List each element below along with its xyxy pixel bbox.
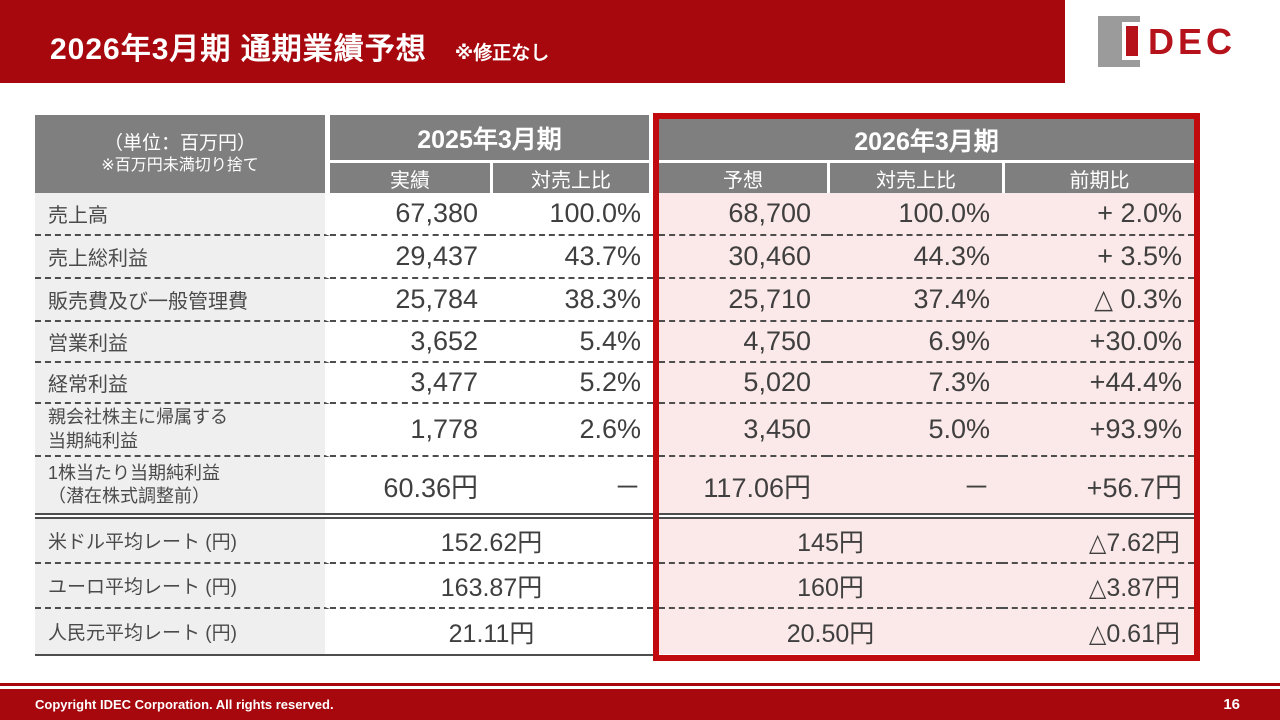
actual-ratio-cell: 5.2%: [490, 363, 653, 404]
fx-actual-cell: 152.62円: [330, 519, 653, 564]
fx-yoy-cell: △0.61円: [1002, 609, 1194, 654]
fx-forecast-cell: 145円: [659, 519, 1002, 564]
idec-logo: DEC: [1065, 0, 1280, 83]
unit-note-line: ※百万円未満切り捨て: [101, 157, 259, 175]
actual-value-cell: 1,778: [330, 404, 490, 457]
forecast-value-cell: 117.06円: [659, 457, 827, 513]
row-label: 売上高: [35, 193, 330, 236]
actual-value-cell: 67,380: [330, 193, 490, 236]
copyright-text: Copyright IDEC Corporation. All rights r…: [35, 697, 334, 712]
page-title: 2026年3月期 通期業績予想: [50, 33, 427, 66]
forecast-value-cell: 5,020: [659, 363, 827, 404]
actual-value-cell: 25,784: [330, 279, 490, 322]
row-label-text: 売上高: [48, 205, 108, 227]
logo-i-bar: [1122, 22, 1142, 60]
actual-ratio-cell: 43.7%: [490, 236, 653, 279]
row-label: 販売費及び一般管理費: [35, 279, 330, 322]
logo-text: DEC: [1148, 20, 1237, 62]
col-header-forecast: 予想: [659, 163, 827, 193]
row-label: 売上総利益: [35, 236, 330, 279]
row-label: 営業利益: [35, 322, 330, 363]
actual-value-cell: 3,477: [330, 363, 490, 404]
yoy-cell: + 2.0%: [1002, 193, 1194, 236]
actual-ratio-cell: －: [614, 472, 641, 503]
footer-bar: Copyright IDEC Corporation. All rights r…: [0, 689, 1280, 720]
col-header-ratio-forecast: 対売上比: [827, 163, 1002, 193]
row-label-text: 売上総利益: [48, 248, 148, 270]
row-label-text: 1株当たり当期純利益 （潜在株式調整前）: [48, 462, 221, 506]
actual-value-cell: 3,652: [330, 322, 490, 363]
row-label-text: 親会社株主に帰属する 当期純利益: [48, 407, 228, 451]
fx-table-forecast: 145円 △7.62円 160円 △3.87円 20.50円 △0.61円: [659, 517, 1194, 654]
results-table-forecast: 2026年3月期 予想 対売上比 前期比 68,700 100.0% + 2.0% 30,46…: [659, 119, 1194, 515]
fx-table-left: 米ドル平均レート (円) 152.62円 ユーロ平均レート (円) 163.87円 人民…: [35, 517, 653, 656]
fx-forecast-cell: 160円: [659, 564, 1002, 609]
actual-ratio-cell: 38.3%: [490, 279, 653, 322]
fx-forecast-cell: 20.50円: [659, 609, 1002, 654]
yoy-cell: +93.9%: [1002, 404, 1194, 457]
yoy-cell: +44.4%: [1002, 363, 1194, 404]
yoy-cell: +56.7円: [1002, 457, 1194, 513]
row-label: 1株当たり当期純利益 （潜在株式調整前）: [35, 457, 330, 513]
actual-value-cell: 29,437: [330, 236, 490, 279]
col-header-actual: 実績: [330, 163, 490, 193]
actual-ratio-cell: 2.6%: [490, 404, 653, 457]
actual-ratio-cell: 100.0%: [490, 193, 653, 236]
fx-actual-cell: 21.11円: [448, 619, 535, 648]
results-table-left: （単位：百万円） ※百万円未満切り捨て 2025年3月期 実績 対売上比売上高 67,38…: [35, 115, 653, 515]
yoy-cell: △ 0.3%: [1002, 279, 1194, 322]
footer-divider-line: [0, 683, 1280, 686]
forecast-ratio-cell: －: [827, 457, 1002, 513]
page-number: 16: [1223, 696, 1240, 713]
forecast-ratio-cell: 7.3%: [827, 363, 1002, 404]
row-label-text: 経常利益: [48, 374, 128, 396]
row-label: 親会社株主に帰属する 当期純利益: [35, 404, 330, 457]
forecast-value-cell: 4,750: [659, 322, 827, 363]
fx-row-label: 人民元平均レート (円): [35, 609, 330, 654]
forecast-ratio-cell: 44.3%: [827, 236, 1002, 279]
col-header-ratio-actual: 対売上比: [490, 163, 653, 193]
row-label-text: 販売費及び一般管理費: [48, 291, 248, 313]
forecast-ratio-cell: 5.0%: [827, 404, 1002, 457]
fx-yoy-cell: △7.62円: [1002, 519, 1194, 564]
fx-row-label: ユーロ平均レート (円): [35, 564, 330, 609]
forecast-value-cell: 30,460: [659, 236, 827, 279]
forecast-ratio-cell: 37.4%: [827, 279, 1002, 322]
forecast-value-cell: 68,700: [659, 193, 827, 236]
header-title-group: 2026年3月期 通期業績予想 ※修正なし: [50, 0, 549, 83]
unit-note-cell: （単位：百万円） ※百万円未満切り捨て: [35, 115, 330, 193]
fx-actual-cell: 163.87円: [330, 564, 653, 609]
fx-yoy-cell: △3.87円: [1002, 564, 1194, 609]
yoy-cell: +30.0%: [1002, 322, 1194, 363]
title-note: ※修正なし: [454, 43, 550, 64]
actual-value-cell: 60.36円: [383, 472, 478, 503]
forecast-ratio-cell: 6.9%: [827, 322, 1002, 363]
forecast-value-cell: 3,450: [659, 404, 827, 457]
fx-row-label: 米ドル平均レート (円): [35, 519, 330, 564]
actual-ratio-cell: 5.4%: [490, 322, 653, 363]
forecast-ratio-cell: 100.0%: [827, 193, 1002, 236]
yoy-cell: + 3.5%: [1002, 236, 1194, 279]
row-label: 経常利益: [35, 363, 330, 404]
col-group-fy2025: 2025年3月期: [330, 115, 653, 163]
forecast-value-cell: 25,710: [659, 279, 827, 322]
col-header-yoy: 前期比: [1002, 163, 1194, 193]
unit-note-line: （単位：百万円）: [103, 132, 256, 154]
row-label-text: 営業利益: [48, 333, 128, 355]
col-group-fy2026: 2026年3月期: [659, 119, 1194, 163]
